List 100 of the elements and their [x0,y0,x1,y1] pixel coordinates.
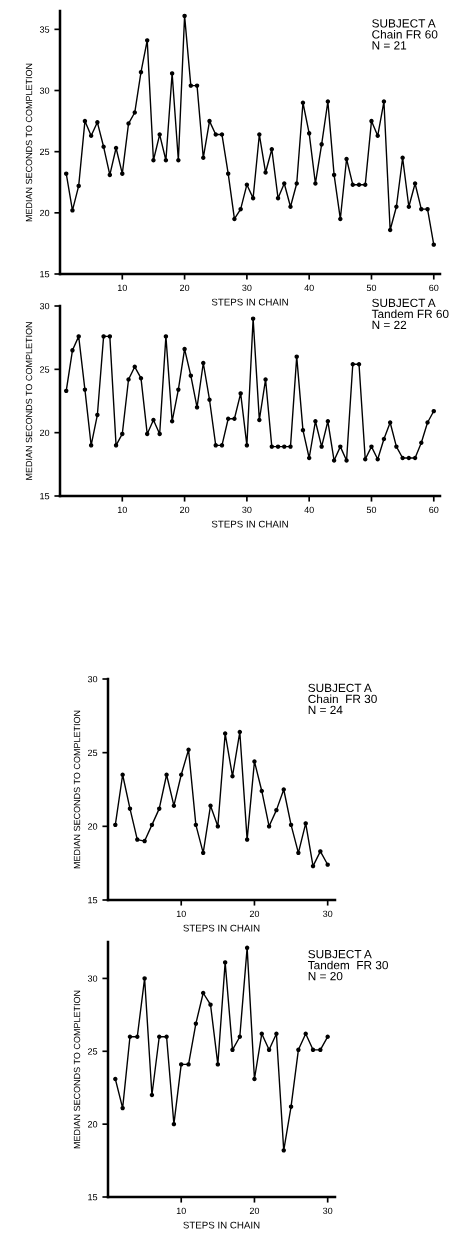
point [127,1034,133,1039]
point [176,158,181,163]
x-tick-label: 30 [242,284,252,292]
y-axis-title: MEDIAN SECONDS TO COMPLETION [25,63,33,222]
point [207,118,212,124]
point [222,960,228,965]
point [310,1047,316,1053]
point [113,443,119,448]
point [275,444,281,449]
point [230,774,235,779]
point [303,1031,308,1037]
annotation: SUBJECT A Chain FR 60 N = 21 [372,19,438,50]
point [113,822,118,828]
point [138,375,144,381]
point [215,824,221,829]
point [294,354,299,359]
point [281,1148,286,1153]
point [230,1047,235,1053]
point [381,99,387,104]
point [325,419,331,424]
point [375,133,380,138]
point [186,747,191,752]
annotation: SUBJECT A Chain FR 30 N = 24 [308,683,377,714]
point [344,458,349,463]
point [164,1034,169,1039]
point [425,420,430,425]
point [188,83,194,88]
point [394,204,399,209]
point [269,444,275,449]
point [149,1092,155,1098]
point [306,455,312,461]
y-tick-label: 20 [40,429,50,437]
point [82,118,88,124]
x-axis-title: STEPS IN CHAIN [211,298,288,306]
point [70,208,75,213]
point [375,457,380,462]
point [331,458,337,463]
y-tick-label: 25 [88,749,98,757]
y-tick-label: 15 [40,271,50,278]
x-tick-label: 50 [366,506,377,514]
point [95,120,100,125]
point [213,443,218,448]
point [132,364,137,370]
point [356,182,362,187]
point [88,133,94,138]
point [208,803,213,808]
point [313,181,318,186]
point [275,195,281,201]
point [182,13,187,19]
point [350,182,356,187]
point [406,455,412,461]
point [259,1031,264,1037]
point [176,387,181,392]
point [144,431,150,437]
point [95,412,100,418]
point [257,132,262,137]
point [263,377,268,382]
point [318,849,323,854]
y-tick-label: 30 [87,675,98,683]
point [219,443,225,448]
point [169,71,175,76]
point [300,100,306,105]
point [288,822,294,828]
point [207,397,212,402]
x-tick-label: 60 [429,284,439,292]
point [319,444,324,449]
x-tick-label: 20 [180,284,190,292]
point [120,171,125,176]
x-tick-label: 20 [249,910,260,918]
point [232,216,237,222]
point [151,417,156,423]
point [127,806,133,811]
point [369,444,374,449]
point [350,362,356,367]
point [288,444,293,449]
point [400,155,405,161]
y-tick-label: 20 [88,1121,98,1128]
y-tick-label: 30 [39,87,50,94]
point [215,1062,221,1067]
x-tick-label: 20 [180,506,190,514]
point [419,440,424,446]
y-tick-label: 15 [88,1194,98,1201]
x-tick-label: 50 [366,284,377,292]
point [363,457,368,462]
point [269,147,275,152]
point [381,436,387,442]
point [200,990,206,996]
point [164,772,169,777]
y-tick-label: 30 [87,975,98,982]
point [120,772,125,777]
point [274,807,279,813]
point [310,863,316,869]
y-tick-label: 15 [40,493,50,500]
point [356,362,362,367]
point [126,121,131,126]
point [157,431,162,437]
point [64,388,69,394]
point [331,172,337,178]
point [394,444,399,449]
point [244,837,250,842]
